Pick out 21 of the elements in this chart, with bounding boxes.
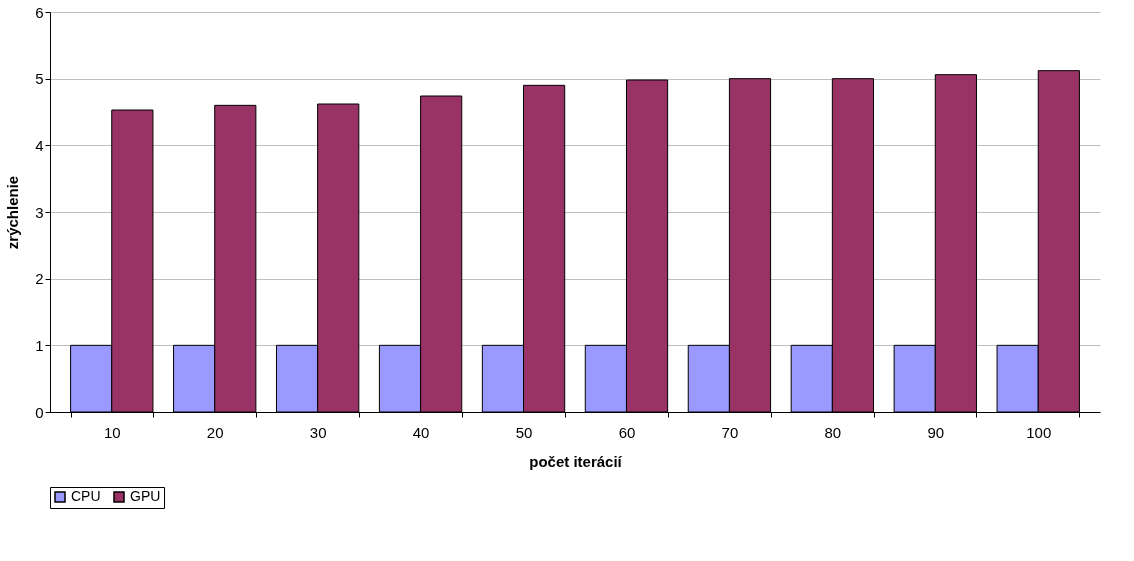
- x-tick-label: 40: [412, 423, 430, 441]
- x-tick-label: 100: [1026, 423, 1052, 441]
- x-tick-label: 20: [206, 423, 224, 441]
- x-tick-label: 70: [721, 423, 739, 441]
- x-tick-label: 50: [515, 423, 533, 441]
- x-tick-label: 80: [824, 423, 842, 441]
- y-axis-title: zrýchlenie: [4, 175, 22, 250]
- y-tick-label: 5: [35, 70, 44, 88]
- y-tick-label: 3: [35, 203, 44, 221]
- legend-label: GPU: [130, 488, 161, 504]
- y-tick-label: 6: [35, 3, 44, 21]
- legend-label: CPU: [71, 488, 101, 504]
- y-tick-label: 0: [35, 403, 44, 421]
- x-tick-label: 60: [618, 423, 636, 441]
- x-tick-label: 90: [927, 423, 945, 441]
- x-tick-label: 10: [103, 423, 121, 441]
- x-axis-title: počet iterácií: [529, 452, 623, 470]
- x-tick-label: 30: [309, 423, 327, 441]
- y-tick-label: 4: [35, 136, 44, 154]
- y-tick-label: 1: [35, 336, 44, 354]
- y-tick-label: 2: [35, 270, 44, 288]
